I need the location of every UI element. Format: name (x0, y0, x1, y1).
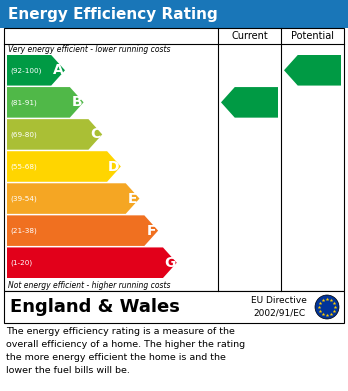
Polygon shape (284, 55, 341, 86)
Text: The energy efficiency rating is a measure of the
overall efficiency of a home. T: The energy efficiency rating is a measur… (6, 327, 245, 375)
Polygon shape (7, 215, 158, 246)
Text: (92-100): (92-100) (10, 67, 41, 74)
Text: Very energy efficient - lower running costs: Very energy efficient - lower running co… (8, 45, 171, 54)
Bar (4, 28, 344, 291)
Text: Energy Efficiency Rating: Energy Efficiency Rating (8, 7, 218, 22)
Text: EU Directive
2002/91/EC: EU Directive 2002/91/EC (251, 296, 307, 318)
Text: 83: 83 (243, 95, 263, 109)
Text: D: D (108, 160, 120, 174)
Text: (21-38): (21-38) (10, 228, 37, 234)
Text: Current: Current (231, 31, 268, 41)
Bar (4, 291, 344, 323)
Text: Not energy efficient - higher running costs: Not energy efficient - higher running co… (8, 281, 171, 290)
Text: Potential: Potential (291, 31, 334, 41)
Text: (81-91): (81-91) (10, 99, 37, 106)
Polygon shape (7, 151, 121, 182)
Text: G: G (164, 256, 175, 270)
Text: E: E (128, 192, 137, 206)
Text: 97: 97 (306, 63, 326, 77)
Polygon shape (7, 183, 140, 214)
Polygon shape (7, 87, 84, 118)
Text: England & Wales: England & Wales (10, 298, 180, 316)
Text: (55-68): (55-68) (10, 163, 37, 170)
Text: B: B (71, 95, 82, 109)
Text: (39-54): (39-54) (10, 196, 37, 202)
Text: A: A (53, 63, 63, 77)
Polygon shape (7, 248, 177, 278)
Text: (1-20): (1-20) (10, 260, 32, 266)
Bar (0, 0, 348, 28)
Circle shape (315, 295, 339, 319)
Text: C: C (90, 127, 101, 142)
Polygon shape (7, 55, 65, 86)
Text: F: F (147, 224, 156, 238)
Text: (69-80): (69-80) (10, 131, 37, 138)
Polygon shape (221, 87, 278, 118)
Polygon shape (7, 119, 102, 150)
